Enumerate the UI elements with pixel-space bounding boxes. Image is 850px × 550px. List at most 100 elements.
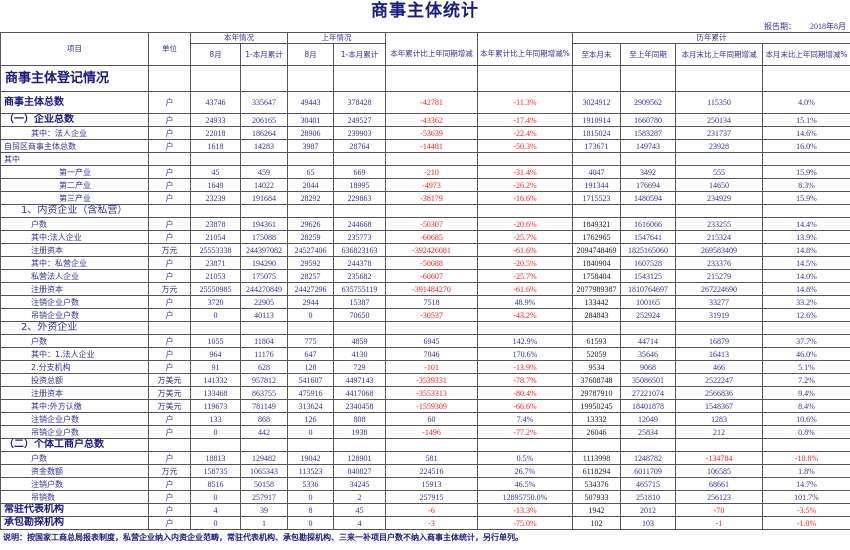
value-cell: -38179 — [385, 191, 478, 205]
value-cell — [620, 65, 676, 92]
value-cell: 106585 — [675, 464, 763, 478]
value-cell: -30537 — [385, 308, 478, 322]
value-cell: 23871 — [190, 256, 241, 270]
table-row: 资金数额 万元 158735 1065343 113523 840827 224516 26.… — [0, 464, 850, 478]
value-cell: 191684 — [240, 191, 288, 205]
header-month: 8月 — [190, 43, 241, 66]
row-label: 投资总额 — [0, 373, 149, 387]
value-cell — [190, 204, 241, 218]
value-cell: 1815024 — [572, 126, 621, 140]
value-cell: -25.7% — [477, 269, 573, 283]
row-label: 1、内资企业（含私营） — [0, 204, 149, 218]
value-cell: 13332 — [572, 412, 621, 426]
value-cell: 23928 — [675, 139, 763, 153]
value-cell: 14.6% — [762, 126, 850, 140]
value-cell: -392426081 — [385, 243, 478, 257]
value-cell: 49443 — [287, 91, 334, 114]
value-cell: 102 — [572, 516, 621, 530]
table-row: （二）个体工商户总数 — [0, 438, 850, 452]
value-cell: -31.4% — [477, 165, 573, 179]
table-row: 其中:法人企业户 21054 175088 28259 235773 -60685 -25.… — [0, 230, 850, 244]
value-cell: 244270849 — [240, 282, 288, 296]
row-label: 私营法人企业 — [0, 269, 149, 283]
value-cell: 133 — [190, 412, 241, 426]
value-cell: 1283 — [675, 412, 763, 426]
value-cell: 103 — [620, 516, 676, 530]
header-last-year: 上年情况 — [287, 32, 386, 44]
value-cell: 7046 — [385, 347, 478, 361]
table-row: 1、内资企业（含私营） — [0, 204, 850, 218]
value-cell — [620, 204, 676, 218]
value-cell: 18401878 — [620, 399, 676, 413]
value-cell: 4.0% — [762, 91, 850, 114]
value-cell: 12049 — [620, 412, 676, 426]
row-label: 注销企业户数 — [0, 412, 149, 426]
value-cell: 1938 — [333, 425, 386, 439]
value-cell: 128901 — [333, 451, 386, 465]
table-row: 自贸区商事主体总数户 1618 14283 3987 28764 -14481 -50.3%… — [0, 139, 850, 153]
value-cell: 1065343 — [240, 464, 288, 478]
value-cell: 1583287 — [620, 126, 676, 140]
row-label: 注册资本 — [0, 386, 149, 400]
value-cell: -3553313 — [385, 386, 478, 400]
value-cell: 52059 — [572, 347, 621, 361]
value-cell: 43746 — [190, 91, 241, 114]
value-cell: 459 — [240, 165, 288, 179]
value-cell: 14.7% — [762, 477, 850, 491]
value-cell — [385, 65, 478, 92]
value-cell: 113523 — [287, 464, 334, 478]
value-cell: -3 — [385, 516, 478, 530]
table-row: 吊销数户 0 257917 0 2 257915 12895750.0% 507933 2518… — [0, 490, 850, 504]
value-cell: 2094748469 — [572, 243, 621, 257]
value-cell: 863755 — [240, 386, 288, 400]
row-unit — [148, 65, 191, 92]
value-cell: -78.7% — [477, 373, 573, 387]
row-label: 吊销企业户数 — [0, 425, 149, 439]
row-unit — [148, 438, 191, 452]
value-cell: 4130 — [333, 347, 386, 361]
row-unit — [148, 321, 191, 335]
value-cell: 6118294 — [572, 464, 621, 478]
table-row: 注销企业户数户 3720 22905 2944 15387 7518 48.9% 133442… — [0, 295, 850, 309]
value-cell: 14650 — [675, 178, 763, 192]
table-row: 其中 — [0, 152, 850, 166]
header-month-end-change-pct: 本月末比上年同期增减% — [762, 43, 850, 66]
value-cell: 1547641 — [620, 230, 676, 244]
row-unit: 户 — [148, 269, 191, 283]
value-cell: 231737 — [675, 126, 763, 140]
value-cell: 149743 — [620, 139, 676, 153]
header-ytd: 1-本月累计 — [240, 43, 288, 66]
value-cell: 2522247 — [675, 373, 763, 387]
row-unit: 万元 — [148, 282, 191, 296]
value-cell: 39 — [240, 503, 288, 517]
value-cell: 1762965 — [572, 230, 621, 244]
value-cell: 28906 — [287, 126, 334, 140]
value-cell: 964 — [190, 347, 241, 361]
value-cell: 25834 — [620, 425, 676, 439]
value-cell: 244668 — [333, 217, 386, 231]
value-cell: -391484270 — [385, 282, 478, 296]
value-cell: 115350 — [675, 91, 763, 114]
value-cell — [762, 65, 850, 92]
value-cell: 212 — [675, 425, 763, 439]
value-cell: 636823163 — [333, 243, 386, 257]
value-cell: 14.8% — [762, 282, 850, 296]
row-unit: 万元 — [148, 243, 191, 257]
value-cell: 13.9% — [762, 230, 850, 244]
value-cell — [333, 438, 386, 452]
value-cell: 0 — [190, 516, 241, 530]
value-cell: 128 — [287, 360, 334, 374]
value-cell: -210 — [385, 165, 478, 179]
value-cell: 46.5% — [477, 477, 573, 491]
row-label: 第二产业 — [0, 178, 149, 192]
value-cell — [762, 204, 850, 218]
value-cell: 233376 — [675, 256, 763, 270]
value-cell: 3720 — [190, 295, 241, 309]
value-cell: 0 — [287, 308, 334, 322]
value-cell: 45 — [333, 503, 386, 517]
value-cell: -25.7% — [477, 230, 573, 244]
value-cell: 1758404 — [572, 269, 621, 283]
value-cell — [287, 321, 334, 335]
value-cell: -6 — [385, 503, 478, 517]
row-label: 注销户数 — [0, 477, 149, 491]
